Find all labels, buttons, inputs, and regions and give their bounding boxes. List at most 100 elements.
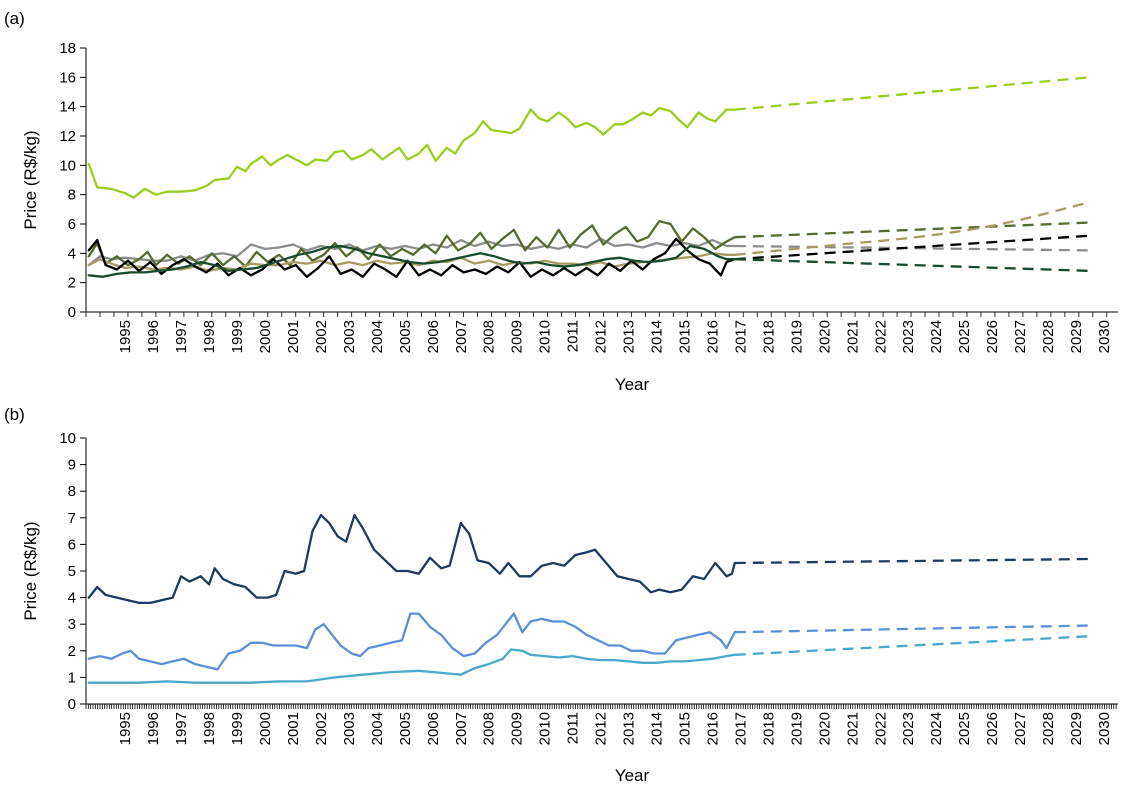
x-tick-label: 2027 (1012, 712, 1029, 745)
x-tick-label: 1996 (145, 712, 162, 745)
x-tick-label: 1996 (145, 320, 162, 353)
x-tick-label: 2005 (397, 320, 414, 353)
y-tick-label: 10 (59, 430, 76, 447)
x-tick-label: 2022 (872, 320, 889, 353)
x-tick-label: 2011 (565, 320, 582, 352)
x-tick-label: 1995 (117, 320, 134, 353)
series-4-projection-line (734, 200, 1092, 256)
y-tick-label: 8 (68, 187, 76, 204)
y-tick-label: 1 (68, 669, 76, 686)
y-tick-label: 14 (59, 99, 76, 116)
y-tick-label: 10 (59, 157, 76, 174)
series-2-projection-line (734, 244, 1091, 252)
x-tick-label: 2028 (1040, 712, 1057, 745)
y-tick-label: 2 (68, 643, 76, 660)
series-4-observed-line (87, 252, 736, 273)
x-tick-label: 1995 (117, 712, 134, 745)
x-tick-label: 2019 (788, 320, 805, 353)
y-tick-label: 3 (68, 616, 76, 633)
x-tick-label: 1999 (229, 320, 246, 353)
x-tick-label: 1997 (173, 712, 190, 745)
x-tick-label: 2012 (593, 320, 610, 353)
x-tick-label: 2013 (621, 712, 638, 745)
y-tick-label: 6 (68, 216, 76, 233)
x-tick-label: 2014 (649, 712, 666, 745)
x-tick-label: 2006 (425, 712, 442, 745)
x-tick-label: 2021 (844, 320, 861, 353)
y-tick-label: 0 (68, 696, 76, 713)
x-tick-label: 2029 (1068, 320, 1085, 353)
y-tick-label: 7 (68, 510, 76, 527)
x-axis-title: Year (615, 766, 650, 785)
x-tick-label: 2016 (704, 320, 721, 353)
x-axis-title: Year (615, 375, 650, 394)
series-3-observed-line (87, 648, 736, 684)
series-1-observed-line (87, 106, 736, 199)
x-tick-label: 2018 (760, 320, 777, 353)
series-3-projection-line (734, 635, 1091, 656)
x-tick-label: 2015 (677, 320, 694, 353)
y-axis-title: Price (R$/kg) (21, 130, 40, 229)
x-tick-label: 2000 (257, 320, 274, 353)
y-tick-label: 0 (68, 304, 76, 321)
y-tick-label: 9 (68, 457, 76, 474)
x-tick-label: 2006 (425, 320, 442, 353)
chart-panel-b: (b) 0 1 2 3 4 5 6 7 8 9 10 1995 1996 1997 1998 1999 2000 2… (4, 405, 1118, 785)
x-tick-label: 1997 (173, 320, 190, 353)
y-tick-label: 5 (68, 563, 76, 580)
series-2-observed-line (87, 612, 736, 671)
x-tick-label: 2007 (453, 320, 470, 353)
x-tick-label: 2025 (956, 712, 973, 745)
series-1-projection-line (734, 557, 1091, 565)
x-tick-label: 2008 (481, 320, 498, 353)
x-tick-label: 2022 (872, 712, 889, 745)
y-tick-label: 12 (59, 128, 76, 145)
x-tick-label: 2009 (509, 712, 526, 745)
x-tick-label: 2030 (1096, 712, 1113, 745)
x-tick-label: 2001 (285, 320, 302, 353)
series-2-projection-line (734, 624, 1091, 634)
series-3-observed-line (87, 219, 736, 268)
x-tick-label: 2016 (704, 712, 721, 745)
x-tick-label: 2019 (788, 712, 805, 745)
x-tick-label: 2015 (677, 712, 694, 745)
x-tick-label: 2003 (341, 712, 358, 745)
x-tick-label: 2000 (257, 712, 274, 745)
panel-label: (a) (4, 9, 25, 28)
x-tick-label: 1998 (201, 712, 218, 745)
x-tick-label: 2017 (732, 320, 749, 353)
y-tick-label: 18 (59, 40, 76, 57)
y-tick-label: 6 (68, 536, 76, 553)
x-tick-label: 1998 (201, 320, 218, 353)
x-tick-label: 2017 (732, 712, 749, 745)
x-tick-label: 2028 (1040, 320, 1057, 353)
x-tick-label: 2009 (509, 320, 526, 353)
x-tick-label: 2020 (816, 320, 833, 353)
series-1-observed-line (87, 513, 736, 605)
series-5-projection-line (734, 234, 1091, 261)
series-3-projection-line (734, 221, 1091, 239)
y-tick-label: 16 (59, 69, 76, 86)
x-tick-label: 2011 (565, 712, 582, 744)
x-tick-label: 2023 (900, 712, 917, 745)
x-tick-label: 2023 (900, 320, 917, 353)
x-tick-label: 2008 (481, 712, 498, 745)
x-tick-label: 2024 (928, 320, 945, 353)
x-tick-label: 2020 (816, 712, 833, 745)
x-tick-label: 2024 (928, 712, 945, 745)
chart-panel-a: (a) 0 2 4 6 8 10 12 14 16 18 1995 1996 1997 1998 1999 20… (4, 9, 1118, 394)
x-tick-label: 2003 (341, 320, 358, 353)
x-tick-label: 2030 (1096, 320, 1113, 353)
y-axis-title: Price (R$/kg) (21, 521, 40, 620)
x-tick-label: 2010 (537, 712, 554, 745)
x-tick-label: 2004 (369, 320, 386, 353)
series-6-observed-line (87, 244, 736, 278)
y-tick-label: 2 (68, 275, 76, 292)
x-tick-label: 2027 (1012, 320, 1029, 353)
x-tick-label: 2029 (1068, 712, 1085, 745)
x-tick-label: 2013 (621, 320, 638, 353)
x-tick-label: 2001 (285, 712, 302, 745)
x-tick-label: 2014 (649, 320, 666, 353)
